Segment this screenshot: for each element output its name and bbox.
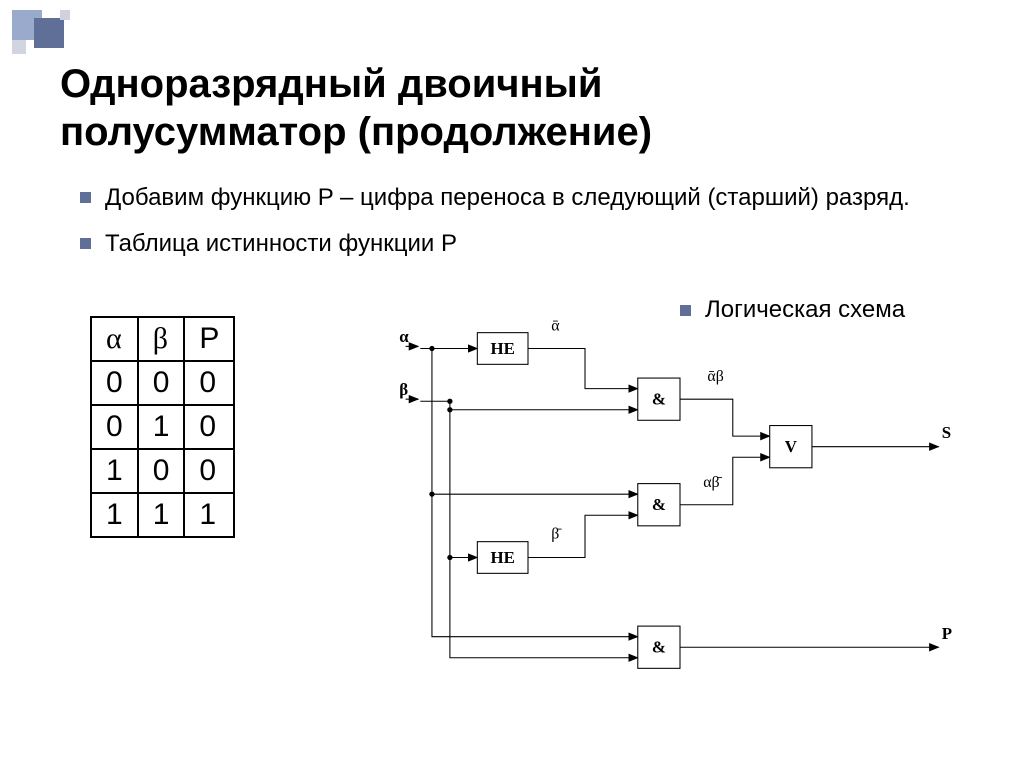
svg-text:ᾱβ: ᾱβ — [707, 368, 723, 385]
table-header-beta: β — [138, 317, 185, 361]
truth-table: α β P 0 0 0 0 1 0 1 0 0 1 1 1 — [90, 316, 235, 538]
table-row: 1 0 0 — [91, 449, 234, 493]
svg-text:ᾱ: ᾱ — [551, 320, 559, 335]
svg-text:β: β — [399, 380, 408, 399]
bullet-text: Добавим функцию P – цифра переноса в сле… — [105, 182, 910, 214]
svg-text:НЕ: НЕ — [490, 339, 514, 358]
svg-text:P: P — [942, 624, 952, 643]
bullet-marker-icon — [680, 305, 691, 316]
svg-text:&: & — [652, 638, 666, 657]
svg-text:α: α — [399, 327, 409, 346]
svg-text:V: V — [785, 437, 797, 456]
logic-circuit-diagram: НЕ ᾱ НЕ β̄ & ᾱβ & αβ̄ V & α β S P — [370, 320, 990, 700]
svg-text:&: & — [652, 389, 666, 408]
svg-text:αβ̄: αβ̄ — [703, 474, 722, 491]
bullet-text: Таблица истинности функции P — [105, 228, 457, 260]
table-row: 0 1 0 — [91, 405, 234, 449]
bullet-marker-icon — [80, 192, 91, 203]
svg-text:НЕ: НЕ — [490, 548, 514, 567]
table-row: 0 0 0 — [91, 361, 234, 405]
svg-text:β̄: β̄ — [551, 526, 562, 543]
bullet-item: Таблица истинности функции P — [80, 228, 910, 260]
title-line-1: Одноразрядный двоичный — [60, 62, 602, 106]
bullet-marker-icon — [80, 238, 91, 249]
title-line-2: полусумматор (продолжение) — [60, 110, 652, 154]
bullet-item: Добавим функцию P – цифра переноса в сле… — [80, 182, 910, 214]
table-row: 1 1 1 — [91, 493, 234, 537]
svg-text:&: & — [652, 495, 666, 514]
table-header-row: α β P — [91, 317, 234, 361]
table-header-alpha: α — [91, 317, 138, 361]
table-header-p: P — [184, 317, 234, 361]
svg-text:S: S — [942, 423, 951, 442]
page-title: Одноразрядный двоичный полусумматор (про… — [60, 60, 652, 156]
bullet-list: Добавим функцию P – цифра переноса в сле… — [80, 182, 910, 275]
